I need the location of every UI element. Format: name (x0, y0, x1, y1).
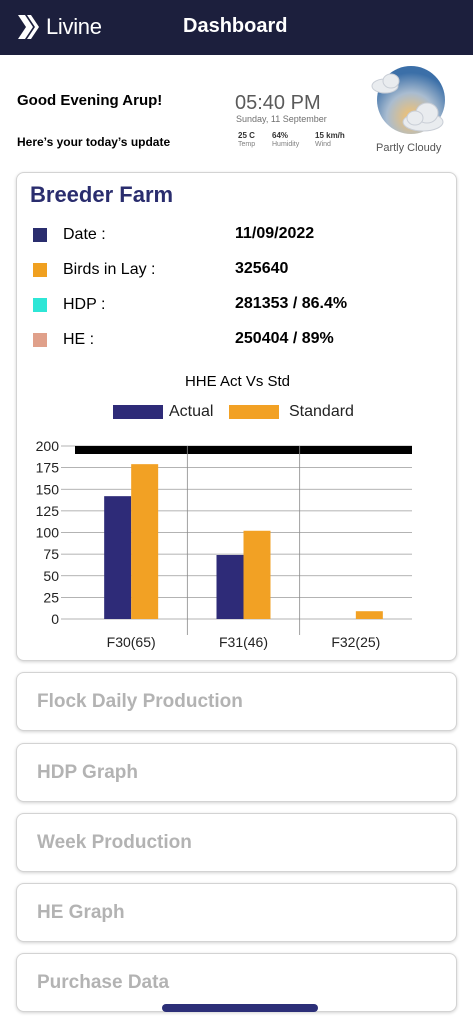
current-date: Sunday, 11 September (236, 114, 327, 124)
birds-label: Birds in Lay : (63, 261, 156, 278)
humidity: 64% Humidity (272, 131, 299, 149)
wind: 15 km/h Wind (315, 131, 345, 149)
birds-color-swatch (33, 263, 47, 277)
temperature-value: 25 C (238, 131, 255, 140)
chart-top-band (75, 446, 412, 454)
birds-in-lay-row: Birds in Lay : 325640 (33, 260, 433, 280)
temperature-label: Temp (238, 141, 256, 148)
bar-standard (131, 464, 159, 619)
humidity-value: 64% (272, 131, 289, 140)
y-tick-label: 0 (51, 611, 59, 627)
section-purchase-data[interactable]: Purchase Data (16, 953, 457, 1012)
section-week-production[interactable]: Week Production (16, 813, 457, 872)
section-flock-daily-production[interactable]: Flock Daily Production (16, 672, 457, 731)
legend-actual-label: Actual (169, 403, 214, 420)
hdp-row: HDP : 281353 / 86.4% (33, 295, 433, 315)
section-label: HE Graph (37, 902, 125, 923)
date-color-swatch (33, 228, 47, 242)
section-label: HDP Graph (37, 762, 139, 783)
legend-standard-label: Standard (289, 403, 354, 420)
date-value: 11/09/2022 (235, 225, 315, 242)
card-title: Breeder Farm (30, 182, 174, 207)
wind-value: 15 km/h (315, 131, 345, 140)
livine-logo-icon (18, 15, 39, 39)
current-time: 05:40 PM (235, 92, 321, 114)
x-tick-label: F32(25) (331, 634, 380, 650)
y-tick-label: 50 (43, 568, 59, 584)
he-label: HE : (63, 331, 95, 348)
bar-standard (243, 530, 271, 619)
hdp-value: 281353 / 86.4% (235, 295, 348, 312)
page-title: Dashboard (183, 15, 288, 37)
legend-actual-swatch (113, 405, 163, 419)
legend-standard-swatch (229, 405, 279, 419)
wind-label: Wind (315, 141, 331, 148)
partly-cloudy-icon (371, 66, 445, 134)
hdp-color-swatch (33, 298, 47, 312)
y-tick-label: 75 (43, 546, 59, 562)
temperature: 25 C Temp (238, 131, 255, 149)
top-app-bar: Livine Dashboard (0, 0, 473, 55)
x-tick-label: F31(46) (219, 634, 268, 650)
y-tick-label: 25 (43, 589, 59, 605)
y-tick-label: 125 (36, 503, 60, 519)
date-row: Date : 11/09/2022 (33, 225, 433, 245)
y-tick-label: 150 (36, 481, 60, 497)
chart-title: HHE Act Vs Std (184, 373, 291, 390)
bar-actual (104, 496, 132, 619)
app-name: Livine (46, 14, 102, 39)
y-tick-label: 175 (36, 460, 60, 476)
y-tick-label: 200 (36, 438, 60, 454)
breeder-farm-card: Breeder Farm Date : 11/09/2022 Birds in … (16, 172, 457, 661)
hhe-bar-chart: 0 25 50 75 100 125 150 175 200 F30(65) F31(46) F32(… (36, 438, 412, 650)
section-he-graph[interactable]: HE Graph (16, 883, 457, 942)
bar-standard (355, 611, 383, 619)
he-color-swatch (33, 333, 47, 347)
birds-value: 325640 (235, 260, 289, 277)
x-tick-label: F30(65) (107, 634, 156, 650)
date-label: Date : (63, 226, 106, 243)
he-row: HE : 250404 / 89% (33, 330, 433, 350)
he-value: 250404 / 89% (235, 330, 334, 347)
weather-condition: Partly Cloudy (376, 142, 442, 154)
greeting-subtitle: Here’s your today’s update (17, 135, 171, 149)
section-label: Purchase Data (37, 972, 170, 993)
app-logo[interactable]: Livine (16, 12, 102, 42)
section-label: Flock Daily Production (37, 691, 243, 712)
y-tick-label: 100 (36, 525, 60, 541)
section-hdp-graph[interactable]: HDP Graph (16, 743, 457, 802)
humidity-label: Humidity (272, 141, 300, 148)
bar-actual (216, 554, 244, 619)
section-label: Week Production (37, 832, 192, 853)
home-indicator[interactable] (162, 1004, 318, 1012)
greeting-title: Good Evening Arup! (17, 92, 163, 109)
hdp-label: HDP : (63, 296, 106, 313)
